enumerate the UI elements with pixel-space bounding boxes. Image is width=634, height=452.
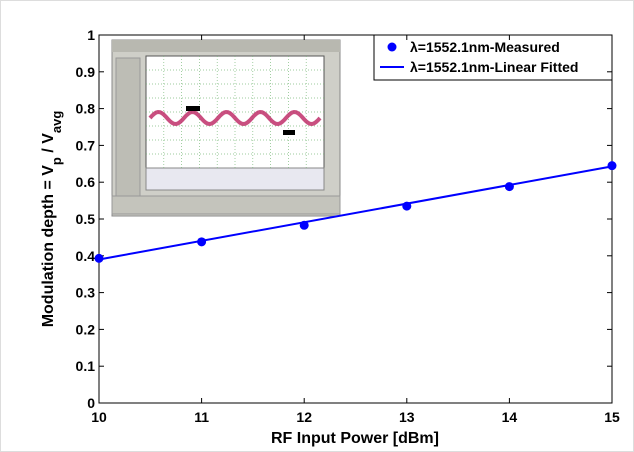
x-tick-label: 12 xyxy=(296,409,312,425)
y-tick-label: 0.5 xyxy=(76,211,96,227)
y-tick-label: 0.4 xyxy=(76,248,96,264)
y-tick-label: 0.1 xyxy=(76,358,96,374)
y-tick-label: 0.8 xyxy=(76,101,96,117)
y-axis-label-part: / V xyxy=(40,133,57,157)
y-axis-label-part: avg xyxy=(49,111,64,133)
x-tick-label: 15 xyxy=(604,409,620,425)
y-tick-label: 0.7 xyxy=(76,137,96,153)
legend-label: λ=1552.1nm-Measured xyxy=(410,39,560,55)
data-point xyxy=(607,161,617,171)
x-tick-label: 11 xyxy=(194,409,209,425)
x-axis-label: RF Input Power [dBm] xyxy=(271,430,439,447)
y-tick-label: 0 xyxy=(87,395,95,411)
legend-marker xyxy=(387,42,397,52)
y-tick-label: 0.2 xyxy=(76,321,96,337)
y-tick-label: 0.6 xyxy=(76,174,96,190)
y-axis-label-part: Modulation depth = V xyxy=(40,165,57,328)
y-tick-label: 0.3 xyxy=(76,285,96,301)
y-tick-label: 0.9 xyxy=(76,64,96,80)
y-tick-label: 1 xyxy=(87,27,95,43)
x-tick-label: 14 xyxy=(502,409,518,425)
legend xyxy=(373,34,613,81)
legend-label: λ=1552.1nm-Linear Fitted xyxy=(410,59,578,75)
y-axis-label: Modulation depth = Vp / Vavg xyxy=(40,111,64,328)
inset-screenshot xyxy=(111,39,341,217)
y-axis-label-part: p xyxy=(49,157,64,165)
x-tick-label: 13 xyxy=(399,409,415,425)
x-tick-label: 10 xyxy=(91,409,107,425)
data-point xyxy=(94,253,104,263)
fit-line xyxy=(98,165,613,261)
